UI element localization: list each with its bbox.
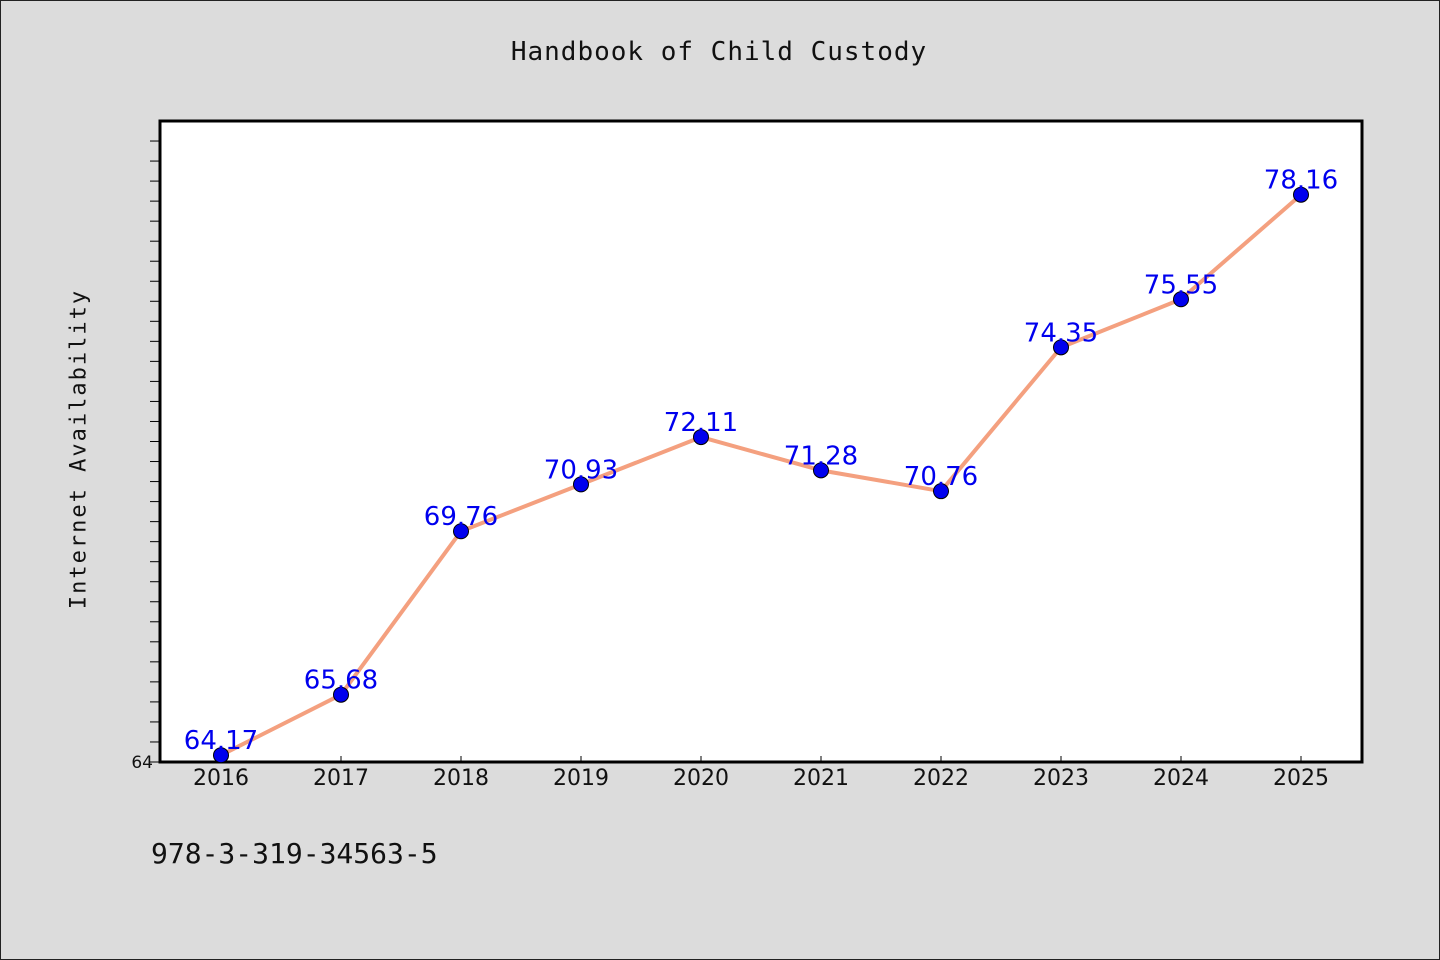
data-label: 70.93 bbox=[544, 455, 618, 485]
x-tick-label: 2022 bbox=[913, 766, 969, 791]
footer-code: 978-3-319-34563-5 bbox=[151, 837, 438, 870]
x-tick-label: 2016 bbox=[193, 766, 249, 791]
data-point bbox=[933, 483, 949, 500]
data-label: 64.17 bbox=[184, 726, 258, 756]
y-tick-label: 64 bbox=[131, 753, 153, 773]
x-tick-label: 2024 bbox=[1153, 766, 1209, 791]
x-tick-labels: 2016 2017 2018 2019 2020 2021 2022 2023 2024 2025 bbox=[193, 766, 1329, 791]
data-point bbox=[573, 476, 589, 493]
data-label: 78.16 bbox=[1264, 166, 1338, 196]
x-tick-label: 2023 bbox=[1033, 766, 1089, 791]
data-label: 70.76 bbox=[904, 462, 978, 492]
y-tick-labels: 64 bbox=[131, 753, 153, 773]
plot-area bbox=[158, 119, 1364, 764]
data-point bbox=[213, 747, 229, 764]
data-point bbox=[453, 523, 469, 540]
data-label: 71.28 bbox=[784, 441, 858, 471]
series-line bbox=[219, 192, 1303, 758]
x-tick-label: 2021 bbox=[793, 766, 849, 791]
x-tick-label: 2019 bbox=[553, 766, 609, 791]
axis-ticks bbox=[150, 140, 1302, 763]
data-point bbox=[1293, 186, 1309, 203]
series-layer: 64.17 65.68 69.76 70.93 72.11 71.28 70.76 74.35… bbox=[184, 166, 1338, 764]
data-label: 75.55 bbox=[1144, 270, 1218, 300]
data-point bbox=[693, 429, 709, 446]
chart-title: Handbook of Child Custody bbox=[510, 37, 928, 67]
data-label: 72.11 bbox=[664, 408, 738, 438]
data-point bbox=[813, 462, 829, 479]
data-label: 74.35 bbox=[1024, 318, 1098, 348]
data-point bbox=[1053, 339, 1069, 356]
x-tick-label: 2018 bbox=[433, 766, 489, 791]
x-tick-label: 2020 bbox=[673, 766, 729, 791]
x-tick-label: 2017 bbox=[313, 766, 369, 791]
data-point bbox=[1173, 291, 1189, 308]
data-point bbox=[333, 686, 349, 703]
data-label: 69.76 bbox=[424, 502, 498, 532]
x-tick-label: 2025 bbox=[1273, 766, 1329, 791]
data-label: 65.68 bbox=[304, 666, 378, 696]
